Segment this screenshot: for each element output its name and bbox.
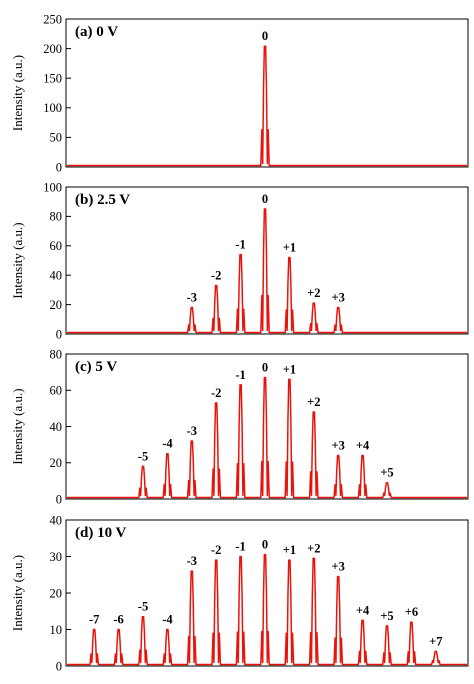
order-label: +3: [332, 439, 345, 453]
plot-frame: [65, 186, 469, 335]
order-label: -6: [113, 613, 123, 627]
order-label: +7: [429, 634, 442, 648]
y-tick-label: 50: [50, 131, 63, 145]
order-label: -3: [187, 424, 197, 438]
order-label: +2: [307, 541, 320, 555]
y-tick-label: 100: [43, 180, 62, 194]
y-tick-label: 200: [43, 42, 62, 56]
y-axis-label: Intensity (a.u.): [10, 222, 25, 298]
y-tick-label: 250: [43, 12, 62, 26]
y-tick-label: 150: [43, 72, 62, 86]
order-label: -7: [89, 613, 99, 627]
y-tick-label: 20: [50, 586, 63, 600]
order-label: -2: [211, 386, 221, 400]
order-label: -1: [235, 368, 245, 382]
order-label: -2: [211, 268, 221, 282]
intensity-trace: [67, 376, 467, 499]
y-axis-label: Intensity (a.u.): [10, 555, 25, 631]
order-label: -4: [162, 437, 173, 451]
y-tick-label: 20: [50, 298, 63, 312]
y-tick-label: 60: [50, 384, 63, 398]
order-label: 0: [262, 538, 268, 552]
order-label: +1: [283, 241, 296, 255]
order-label: +6: [405, 605, 418, 619]
panel-title: (c) 5 V: [75, 359, 117, 375]
order-label: -3: [187, 554, 197, 568]
y-tick-label: 0: [56, 659, 62, 673]
order-label: -1: [235, 238, 245, 252]
order-label: -5: [138, 449, 148, 463]
y-tick-label: 100: [43, 101, 62, 115]
order-label: +1: [283, 543, 296, 557]
order-label: -4: [162, 613, 173, 627]
y-tick-label: 40: [50, 269, 63, 283]
order-label: -1: [235, 540, 245, 554]
intensity-trace: [67, 208, 467, 334]
plot-frame: [65, 18, 469, 168]
y-tick-label: 0: [56, 160, 62, 174]
panel-title: (b) 2.5 V: [75, 192, 130, 208]
order-label: -3: [187, 291, 197, 305]
y-tick-label: 10: [50, 623, 63, 637]
y-tick-label: 40: [50, 513, 63, 527]
order-label: 0: [262, 361, 268, 375]
order-label: +4: [356, 439, 370, 453]
y-tick-label: 80: [50, 347, 63, 361]
intensity-trace: [67, 553, 467, 666]
order-label: 0: [262, 29, 268, 43]
y-axis-label: Intensity (a.u.): [10, 388, 25, 464]
order-label: +5: [380, 466, 393, 480]
order-label: +2: [307, 286, 320, 300]
order-label: +3: [332, 291, 345, 305]
order-label: +3: [332, 560, 345, 574]
order-label: +5: [380, 609, 393, 623]
y-tick-label: 80: [50, 210, 63, 224]
y-tick-label: 0: [56, 492, 62, 506]
order-label: -2: [211, 543, 221, 557]
order-label: -5: [138, 600, 148, 614]
y-tick-label: 40: [50, 420, 63, 434]
y-tick-label: 20: [50, 456, 63, 470]
order-label: 0: [262, 192, 268, 206]
y-tick-label: 60: [50, 239, 63, 253]
order-label: +1: [283, 362, 296, 376]
y-tick-label: 0: [56, 327, 62, 341]
panel-1: 0 50 100 150 200 250 Intensity (a.u.) (a) 0 V 0: [10, 12, 469, 174]
order-label: +2: [307, 395, 320, 409]
y-tick-label: 30: [50, 550, 63, 564]
intensity-trace: [67, 45, 467, 167]
panel-title: (a) 0 V: [75, 24, 118, 40]
order-label: +4: [356, 603, 370, 617]
y-axis-label: Intensity (a.u.): [10, 55, 25, 131]
panel-3: 0 20 40 60 80 Intensity (a.u.) (c) 5 V -5 -4 -3 -2…: [10, 347, 469, 506]
panel-title: (d) 10 V: [75, 525, 127, 541]
